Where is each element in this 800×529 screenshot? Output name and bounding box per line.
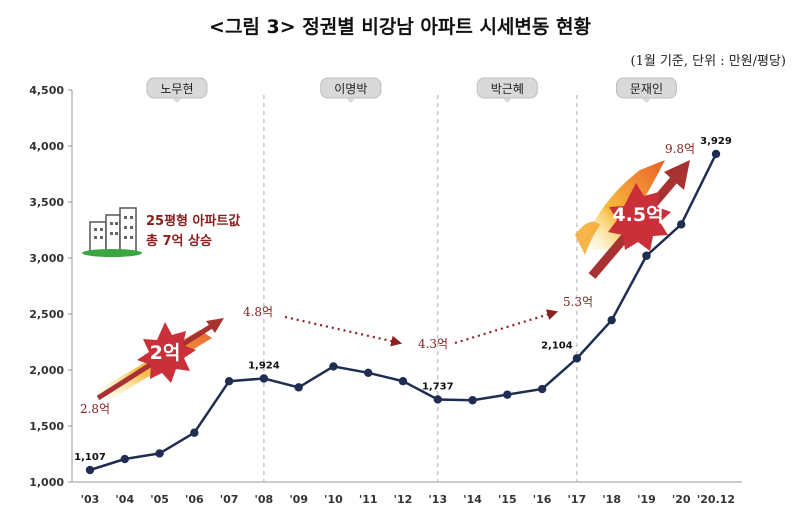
x-tick-label: '08 — [255, 493, 274, 506]
data-point — [503, 390, 512, 399]
buildings-icon — [82, 207, 142, 257]
era-label: 노무현 — [160, 82, 193, 96]
data-point — [677, 220, 686, 229]
data-point — [190, 428, 199, 437]
data-point — [468, 396, 477, 405]
data-point — [642, 251, 651, 260]
data-point — [607, 315, 616, 325]
data-point — [711, 149, 721, 159]
callout-line1: 25평형 아파트값 — [146, 213, 240, 229]
data-label: 1,924 — [248, 361, 280, 372]
x-tick-label: '17 — [568, 493, 587, 506]
x-tick-label: '16 — [533, 493, 552, 506]
data-point — [537, 384, 547, 394]
y-tick-label: 1,000 — [29, 476, 64, 489]
data-label: 1,107 — [74, 452, 106, 463]
y-tick-label: 3,000 — [29, 252, 64, 265]
x-tick-label: '12 — [394, 493, 413, 506]
badge-45eok: 4.5억 — [608, 183, 671, 251]
x-tick-label: '09 — [289, 493, 308, 506]
y-tick-label: 4,000 — [29, 140, 64, 153]
y-tick-label: 1,500 — [29, 420, 64, 433]
data-point — [433, 395, 442, 404]
x-tick-label: '20 — [672, 493, 691, 506]
flow-label-2017: 5.3억 — [563, 295, 593, 309]
data-point — [259, 374, 269, 383]
x-tick-label: '14 — [463, 493, 482, 506]
data-point — [120, 454, 129, 464]
data-point — [224, 377, 234, 386]
x-tick-label: '06 — [185, 493, 204, 506]
data-point — [572, 354, 582, 363]
badge-45eok-text: 4.5억 — [612, 204, 663, 226]
callout-line2: 총 7억 상승 — [146, 233, 212, 249]
flow-arrow-2 — [454, 309, 559, 345]
data-label: 3,929 — [700, 136, 732, 147]
data-point — [294, 383, 303, 392]
x-tick-label: '04 — [115, 493, 134, 506]
era-tab: 박근혜 — [476, 77, 538, 103]
era-label: 문재인 — [630, 82, 663, 96]
era-tab: 문재인 — [615, 77, 677, 103]
badge-2eok-text: 2억 — [150, 342, 181, 364]
x-tick-label: '15 — [498, 493, 517, 506]
x-tick-label: '10 — [324, 493, 343, 506]
x-tick-label: '11 — [359, 493, 378, 506]
y-tick-label: 3,500 — [29, 196, 64, 209]
y-tick-label: 4,500 — [29, 84, 64, 97]
era-label: 박근혜 — [491, 82, 524, 96]
data-point — [329, 362, 338, 371]
x-tick-label: '18 — [602, 493, 621, 506]
data-point — [398, 377, 408, 386]
flow-label-2020: 9.8억 — [665, 142, 695, 156]
data-point — [85, 465, 95, 475]
era-tab: 노무현 — [146, 77, 208, 103]
flow-label-2008: 4.8억 — [243, 305, 273, 319]
x-tick-label: '13 — [428, 493, 447, 506]
flow-label-start: 2.8억 — [80, 402, 110, 416]
x-tick-label: '05 — [150, 493, 169, 506]
era-label: 이명박 — [334, 82, 367, 96]
x-tick-label: '20.12 — [697, 493, 735, 506]
chart-title: <그림 3> 정권별 비강남 아파트 시세변동 현황 — [209, 16, 591, 38]
data-point — [155, 449, 164, 458]
x-tick-label: '03 — [81, 493, 100, 506]
x-tick-label: '19 — [637, 493, 656, 506]
unit-note: (1월 기준, 단위 : 만원/평당) — [630, 54, 786, 69]
data-label: 1,737 — [422, 381, 454, 392]
era-tab: 이명박 — [320, 77, 382, 103]
data-label: 2,104 — [541, 340, 573, 351]
y-tick-label: 2,500 — [29, 308, 64, 321]
badge-2eok: 2억 — [137, 322, 196, 383]
y-tick-label: 2,000 — [29, 364, 64, 377]
flow-arrow-1 — [284, 315, 403, 347]
flow-label-2013: 4.3억 — [418, 337, 448, 351]
x-tick-label: '07 — [220, 493, 239, 506]
data-point — [364, 368, 373, 377]
